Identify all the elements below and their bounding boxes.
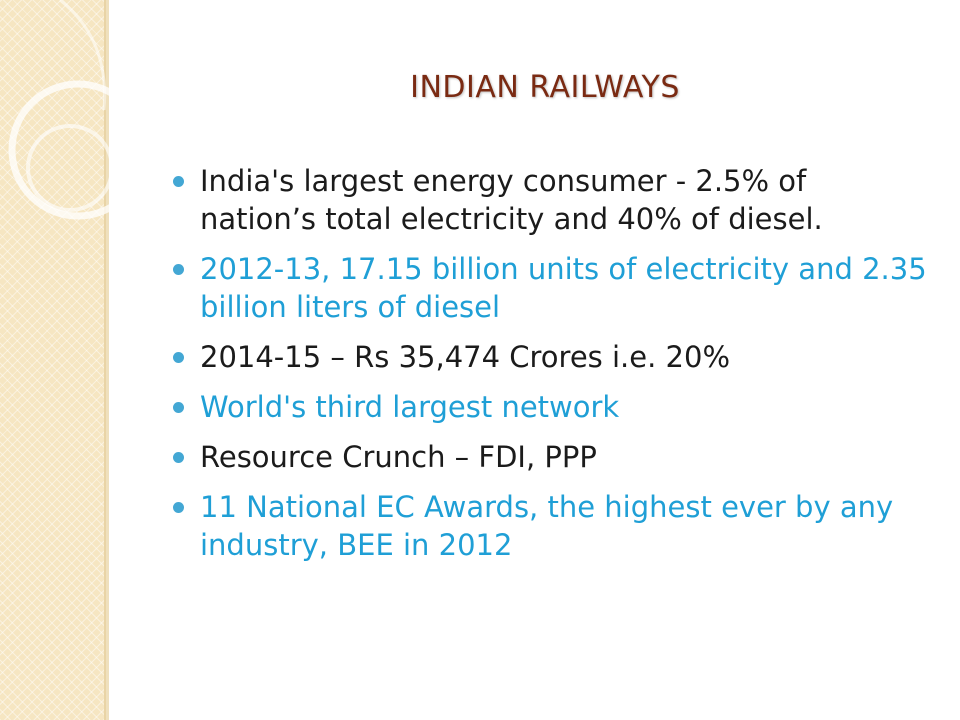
bullet-marker-icon [173,502,184,513]
bullet-marker-icon [173,264,184,275]
bullet-item: India's largest energy consumer - 2.5% o… [170,162,930,238]
bullet-list: India's largest energy consumer - 2.5% o… [170,162,930,576]
bullet-text: Resource Crunch – FDI, PPP [200,440,597,474]
bullet-item: 2012-13, 17.15 billion units of electric… [170,250,930,326]
bullet-marker-icon [173,176,184,187]
bullet-marker-icon [173,452,184,463]
bullet-text: 2012-13, 17.15 billion units of electric… [200,252,927,324]
bullet-marker-icon [173,352,184,363]
bullet-item: 11 National EC Awards, the highest ever … [170,488,930,564]
bullet-item: Resource Crunch – FDI, PPP [170,438,930,476]
bullet-text: World's third largest network [200,390,620,424]
bullet-item: World's third largest network [170,388,930,426]
decorative-arcs-icon [8,0,148,220]
bullet-text: India's largest energy consumer - 2.5% o… [200,164,823,236]
bullet-text: 11 National EC Awards, the highest ever … [200,490,894,562]
bullet-text: 2014-15 – Rs 35,474 Crores i.e. 20% [200,340,731,374]
bullet-item: 2014-15 – Rs 35,474 Crores i.e. 20% [170,338,930,376]
slide-title: INDIAN RAILWAYS [410,70,680,105]
side-band-edge [106,0,109,720]
bullet-marker-icon [173,402,184,413]
